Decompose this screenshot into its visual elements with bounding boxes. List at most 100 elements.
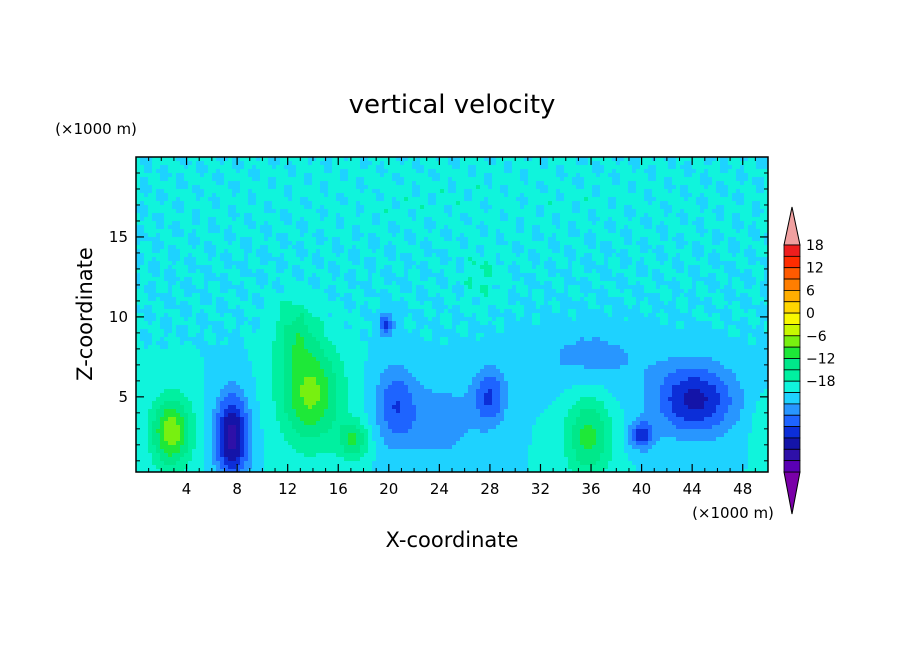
heatmap-cell: [248, 277, 253, 282]
heatmap-cell: [616, 233, 621, 238]
heatmap-cell: [336, 281, 341, 286]
heatmap-cell: [756, 253, 761, 258]
heatmap-cell: [592, 221, 597, 226]
heatmap-cell: [600, 253, 605, 258]
heatmap-cell: [540, 201, 545, 206]
heatmap-cell: [472, 213, 477, 218]
heatmap-cell: [372, 257, 377, 262]
heatmap-cell: [280, 249, 285, 254]
heatmap-cell: [248, 241, 253, 246]
heatmap-cell: [700, 261, 705, 266]
heatmap-cell: [384, 245, 389, 250]
heatmap-cell: [400, 225, 405, 230]
heatmap-cell: [720, 201, 725, 206]
heatmap-cell: [740, 217, 745, 222]
heatmap-cell: [212, 189, 217, 194]
heatmap-cell: [732, 181, 737, 186]
heatmap-cell: [672, 269, 677, 274]
heatmap-cell: [344, 205, 349, 210]
heatmap-cell: [168, 173, 173, 178]
heatmap-cell: [524, 241, 529, 246]
heatmap-cell: [664, 225, 669, 230]
heatmap-cell: [144, 161, 149, 166]
heatmap-cell: [376, 249, 381, 254]
heatmap-cell: [420, 257, 425, 262]
heatmap-cell: [508, 245, 513, 250]
heatmap-cell: [460, 181, 465, 186]
heatmap-cell: [432, 261, 437, 266]
heatmap-cell: [264, 201, 269, 206]
heatmap-cell: [672, 161, 677, 166]
heatmap-cell: [508, 261, 513, 266]
heatmap-cell: [668, 277, 673, 282]
heatmap-cell: [688, 217, 693, 222]
heatmap-cell: [700, 165, 705, 170]
heatmap-cell: [528, 245, 533, 250]
heatmap-cell: [412, 201, 417, 206]
heatmap-cell: [220, 181, 225, 186]
heatmap-cell: [724, 177, 729, 182]
heatmap-cell: [420, 273, 425, 278]
heatmap-cell: [276, 217, 281, 222]
heatmap-cell: [448, 205, 453, 210]
heatmap-cell: [344, 173, 349, 178]
heatmap-cell: [168, 165, 173, 170]
heatmap-cell: [612, 157, 617, 162]
heatmap-cell: [756, 269, 761, 274]
heatmap-cell: [500, 181, 505, 186]
heatmap-cell: [456, 161, 461, 166]
heatmap-cell: [184, 269, 189, 274]
heatmap-cell: [400, 173, 405, 178]
heatmap-cell: [372, 225, 377, 230]
heatmap-cell: [456, 209, 461, 214]
heatmap-cell: [484, 229, 489, 234]
heatmap-cell: [236, 197, 241, 202]
heatmap-cell: [176, 241, 181, 246]
heatmap-cell: [220, 197, 225, 202]
heatmap-cell: [632, 197, 637, 202]
heatmap-cell: [368, 241, 373, 246]
heatmap-cell: [660, 213, 665, 218]
heatmap-cell: [512, 229, 517, 234]
heatmap-cell: [284, 169, 289, 174]
heatmap-cell: [284, 177, 289, 182]
heatmap-cell: [520, 241, 525, 246]
heatmap-cell: [244, 217, 249, 222]
heatmap-cell: [144, 205, 149, 210]
heatmap-cell: [268, 161, 273, 166]
heatmap-cell: [200, 181, 205, 186]
heatmap-cell: [316, 221, 321, 226]
heatmap-cell: [604, 173, 609, 178]
heatmap-cell: [700, 197, 705, 202]
heatmap-cell: [160, 273, 165, 278]
heatmap-cell: [220, 173, 225, 178]
heatmap-cell: [568, 265, 573, 270]
heatmap-cell: [164, 213, 169, 218]
heatmap-cell: [248, 269, 253, 274]
heatmap-cell: [308, 201, 313, 206]
heatmap-cell: [744, 241, 749, 246]
heatmap-cell: [560, 161, 565, 166]
heatmap-cell: [452, 161, 457, 166]
heatmap-cell: [144, 273, 149, 278]
heatmap-cell: [568, 165, 573, 170]
heatmap-cell: [332, 245, 337, 250]
heatmap-cell: [424, 237, 429, 242]
heatmap-cell: [748, 161, 753, 166]
heatmap-cell: [460, 189, 465, 194]
heatmap-cell: [636, 277, 641, 282]
heatmap-cell: [448, 261, 453, 266]
heatmap-cell: [160, 217, 165, 222]
heatmap-cell: [692, 225, 697, 230]
heatmap-cell: [724, 277, 729, 282]
heatmap-cell: [348, 181, 353, 186]
heatmap-cell: [588, 193, 593, 198]
heatmap-cell: [704, 245, 709, 250]
heatmap-cell: [324, 273, 329, 278]
heatmap-cell: [356, 181, 361, 186]
heatmap-cell: [204, 261, 209, 266]
heatmap-cell: [384, 237, 389, 242]
heatmap-cell: [380, 209, 385, 214]
heatmap-cell: [196, 221, 201, 226]
heatmap-cell: [560, 245, 565, 250]
